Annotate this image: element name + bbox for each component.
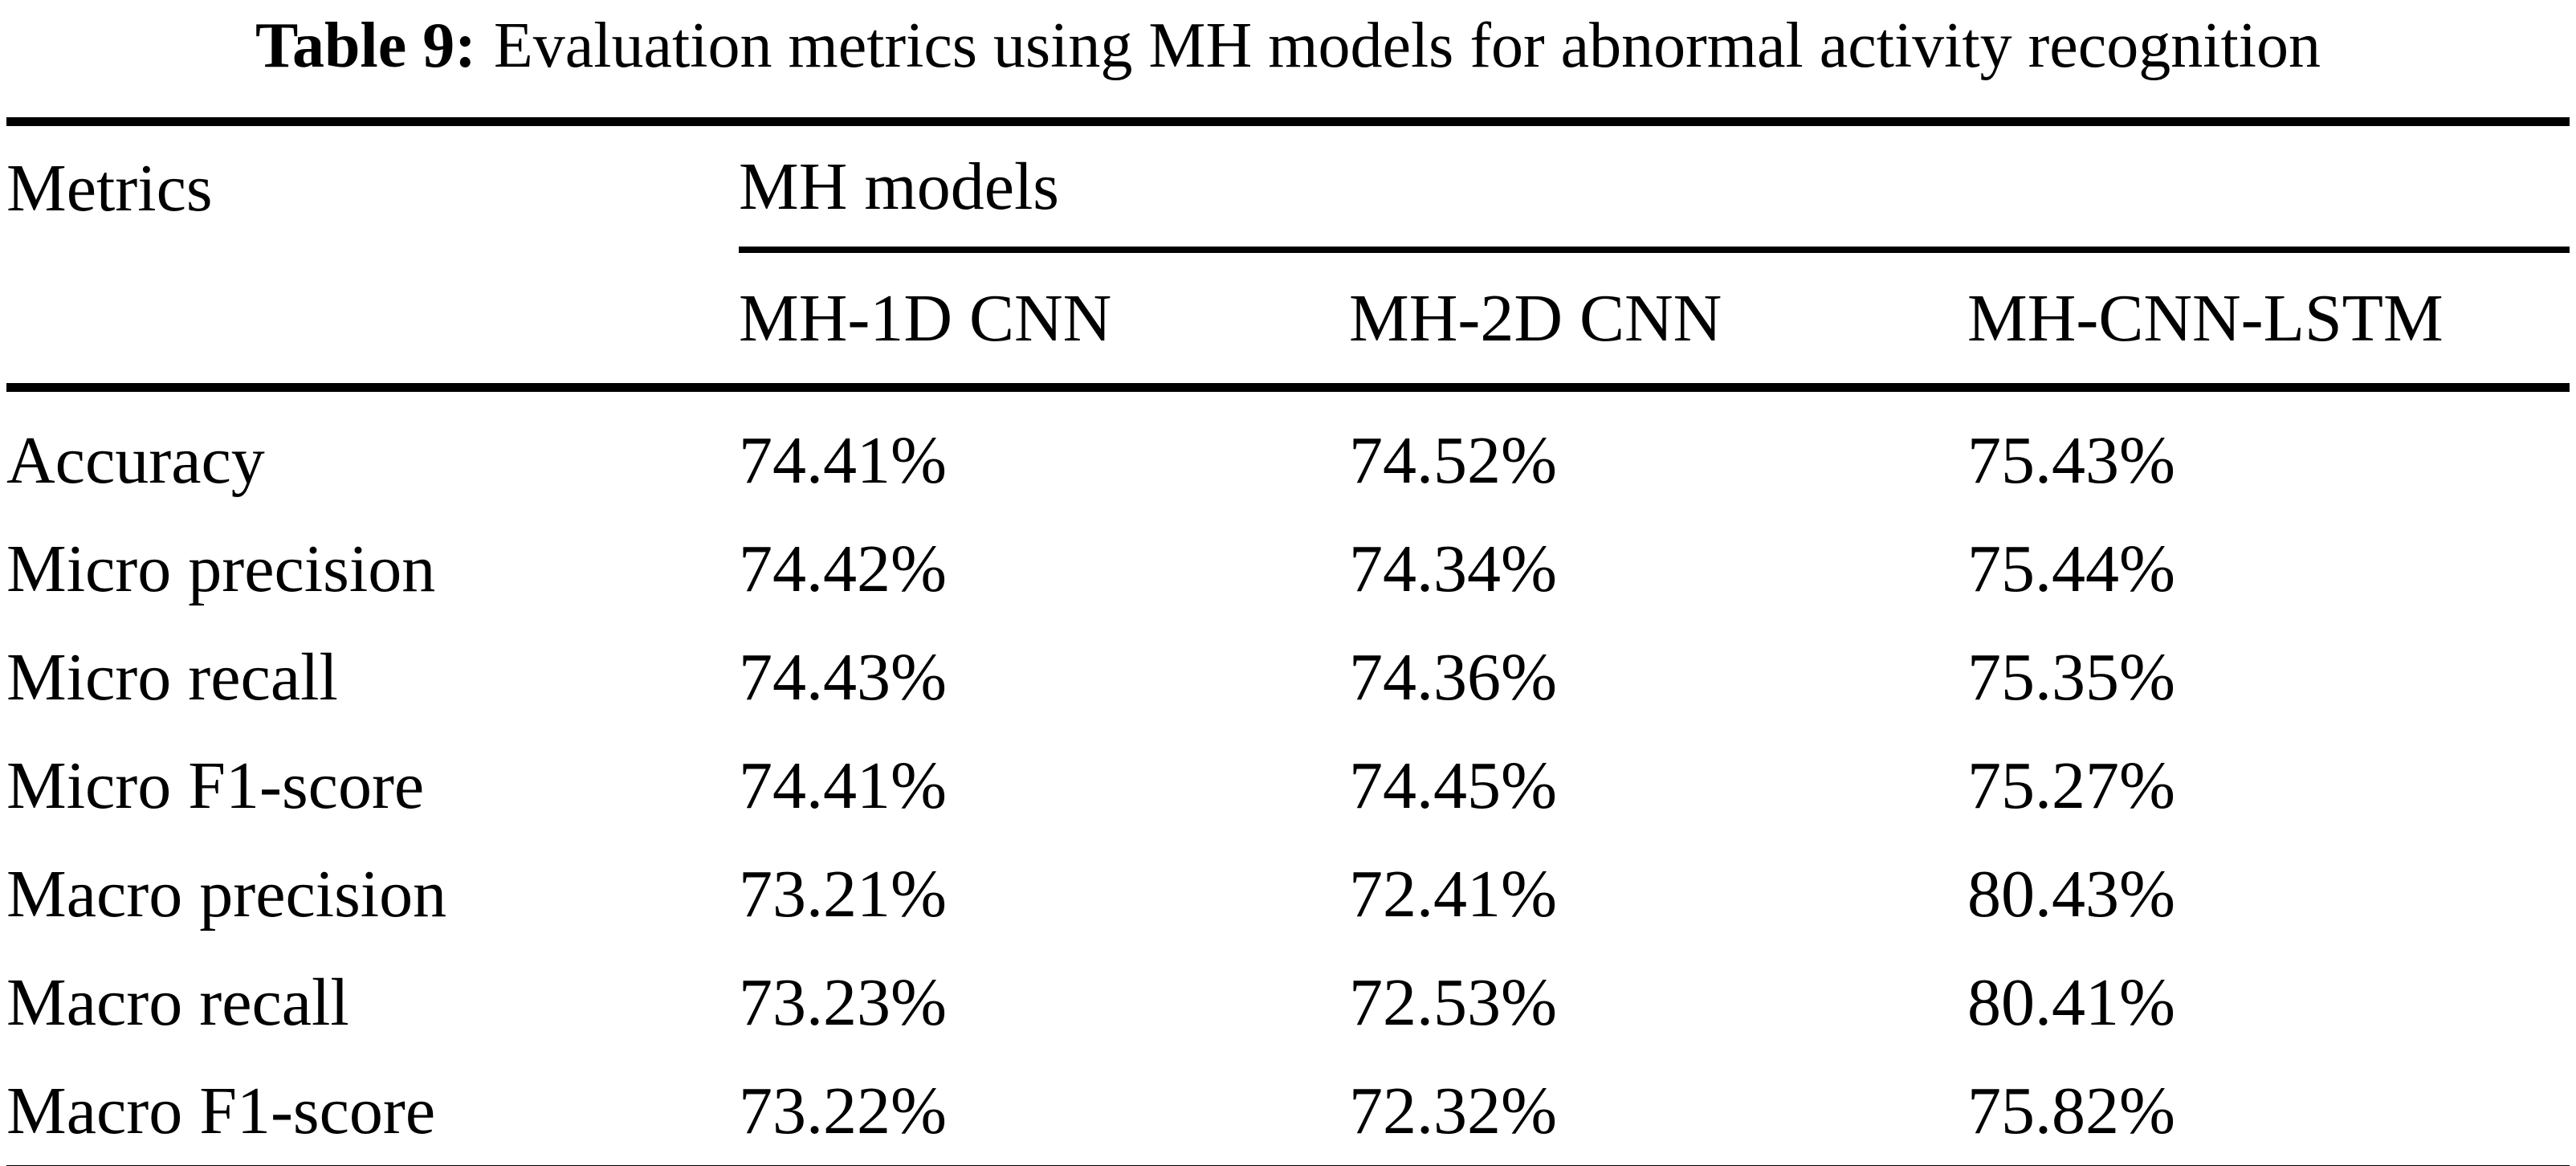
column-header-metrics: Metrics xyxy=(6,117,739,250)
group-header-row: Metrics MH models xyxy=(6,117,2570,253)
metric-label: Micro recall xyxy=(6,640,338,715)
metric-value: 74.45% xyxy=(1349,748,1557,823)
metric-value: 74.34% xyxy=(1349,532,1557,606)
metric-value: 75.27% xyxy=(1967,748,2175,823)
metric-value: 72.53% xyxy=(1349,965,1557,1040)
metric-value: 74.43% xyxy=(739,640,947,715)
metric-value: 73.23% xyxy=(739,965,947,1040)
metric-value: 74.42% xyxy=(739,532,947,606)
table-row-macro-precision: Macro precision 73.21% 72.41% 80.43% xyxy=(6,840,2570,948)
metric-value: 72.41% xyxy=(1349,857,1557,932)
metric-label: Accuracy xyxy=(6,423,265,498)
metric-label: Micro precision xyxy=(6,532,436,606)
column-header-mh-1d-cnn: MH-1D CNN xyxy=(739,250,1349,392)
column-header-spacer xyxy=(6,250,739,392)
table-caption-label: Table 9: xyxy=(255,10,476,81)
table-row-macro-recall: Macro recall 73.23% 72.53% 80.41% xyxy=(6,948,2570,1057)
metric-value: 74.41% xyxy=(739,423,947,498)
metric-value: 73.21% xyxy=(739,857,947,932)
table-row-micro-recall: Micro recall 74.43% 74.36% 75.35% xyxy=(6,623,2570,732)
table-row-micro-f1-score: Micro F1-score 74.41% 74.45% 75.27% xyxy=(6,732,2570,840)
group-header-mh-models: MH models xyxy=(739,117,2570,253)
table-caption: Table 9: Evaluation metrics using MH mode… xyxy=(0,0,2576,84)
metric-value: 75.44% xyxy=(1967,532,2175,606)
metric-label: Macro F1-score xyxy=(6,1057,739,1166)
metric-value: 73.22% xyxy=(739,1057,1349,1166)
column-header-mh-2d-cnn: MH-2D CNN xyxy=(1349,250,1967,392)
model-header-row: MH-1D CNN MH-2D CNN MH-CNN-LSTM xyxy=(6,250,2570,392)
evaluation-metrics-table: Metrics MH models MH-1D CNN MH-2D CNN MH… xyxy=(6,117,2570,1166)
table-row-micro-precision: Micro precision 74.42% 74.34% 75.44% xyxy=(6,515,2570,623)
metric-label: Macro precision xyxy=(6,857,447,932)
table-caption-text: Evaluation metrics using MH models for a… xyxy=(493,10,2321,81)
metric-value: 75.82% xyxy=(1967,1057,2570,1166)
metric-value: 80.41% xyxy=(1967,965,2175,1040)
metric-label: Macro recall xyxy=(6,965,349,1040)
metric-value: 75.43% xyxy=(1967,423,2175,498)
table-row-accuracy: Accuracy 74.41% 74.52% 75.43% xyxy=(6,388,2570,516)
metric-value: 74.52% xyxy=(1349,423,1557,498)
column-header-mh-cnn-lstm: MH-CNN-LSTM xyxy=(1967,250,2570,392)
metric-value: 80.43% xyxy=(1967,857,2175,932)
metric-label: Micro F1-score xyxy=(6,748,425,823)
metric-value: 74.36% xyxy=(1349,640,1557,715)
metric-value: 72.32% xyxy=(1349,1057,1967,1166)
metric-value: 75.35% xyxy=(1967,640,2175,715)
table-row-macro-f1-score: Macro F1-score 73.22% 72.32% 75.82% xyxy=(6,1057,2570,1166)
metric-value: 74.41% xyxy=(739,748,947,823)
